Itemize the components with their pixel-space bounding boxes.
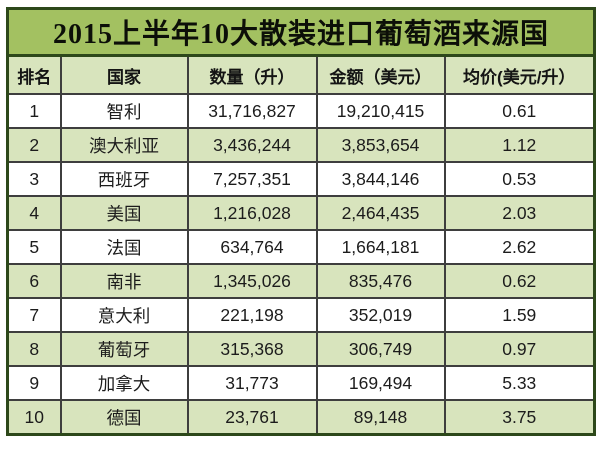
rank-cell: 7 bbox=[6, 297, 62, 333]
table-row: 2 澳大利亚 3,436,244 3,853,654 1.12 bbox=[6, 127, 596, 163]
col-header-rank: 排名 bbox=[6, 54, 62, 95]
amount-cell: 2,464,435 bbox=[315, 195, 446, 231]
country-cell: 法国 bbox=[59, 229, 189, 265]
title-row: 2015上半年10大散装进口葡萄酒来源国 bbox=[6, 7, 596, 57]
country-cell: 意大利 bbox=[59, 297, 189, 333]
table-row: 6 南非 1,345,026 835,476 0.62 bbox=[6, 263, 596, 299]
amount-cell: 169,494 bbox=[315, 365, 446, 401]
table-row: 5 法国 634,764 1,664,181 2.62 bbox=[6, 229, 596, 265]
wine-import-table: 2015上半年10大散装进口葡萄酒来源国 排名 国家 数量（升） 金额（美元） … bbox=[6, 7, 596, 436]
country-cell: 美国 bbox=[59, 195, 189, 231]
quantity-cell: 7,257,351 bbox=[186, 161, 318, 197]
amount-cell: 352,019 bbox=[315, 297, 446, 333]
quantity-cell: 1,345,026 bbox=[186, 263, 318, 299]
quantity-cell: 23,761 bbox=[186, 399, 318, 436]
country-cell: 南非 bbox=[59, 263, 189, 299]
table-row: 3 西班牙 7,257,351 3,844,146 0.53 bbox=[6, 161, 596, 197]
amount-cell: 19,210,415 bbox=[315, 93, 446, 129]
quantity-cell: 1,216,028 bbox=[186, 195, 318, 231]
col-header-country: 国家 bbox=[59, 54, 189, 95]
table-row: 7 意大利 221,198 352,019 1.59 bbox=[6, 297, 596, 333]
price-cell: 1.12 bbox=[443, 127, 596, 163]
price-cell: 2.62 bbox=[443, 229, 596, 265]
table-title: 2015上半年10大散装进口葡萄酒来源国 bbox=[6, 7, 596, 57]
rank-cell: 10 bbox=[6, 399, 62, 436]
amount-cell: 835,476 bbox=[315, 263, 446, 299]
amount-cell: 89,148 bbox=[315, 399, 446, 436]
price-cell: 3.75 bbox=[443, 399, 596, 436]
table-row: 10 德国 23,761 89,148 3.75 bbox=[6, 399, 596, 436]
rank-cell: 9 bbox=[6, 365, 62, 401]
amount-cell: 1,664,181 bbox=[315, 229, 446, 265]
price-cell: 2.03 bbox=[443, 195, 596, 231]
wine-import-figure: 2015上半年10大散装进口葡萄酒来源国 排名 国家 数量（升） 金额（美元） … bbox=[6, 7, 596, 436]
col-header-price: 均价(美元/升） bbox=[443, 54, 596, 95]
rank-cell: 6 bbox=[6, 263, 62, 299]
col-header-quantity: 数量（升） bbox=[186, 54, 318, 95]
price-cell: 1.59 bbox=[443, 297, 596, 333]
rank-cell: 3 bbox=[6, 161, 62, 197]
quantity-cell: 31,716,827 bbox=[186, 93, 318, 129]
country-cell: 西班牙 bbox=[59, 161, 189, 197]
rank-cell: 4 bbox=[6, 195, 62, 231]
amount-cell: 306,749 bbox=[315, 331, 446, 367]
header-row: 排名 国家 数量（升） 金额（美元） 均价(美元/升） bbox=[6, 54, 596, 95]
table-row: 8 葡萄牙 315,368 306,749 0.97 bbox=[6, 331, 596, 367]
rank-cell: 1 bbox=[6, 93, 62, 129]
country-cell: 澳大利亚 bbox=[59, 127, 189, 163]
quantity-cell: 634,764 bbox=[186, 229, 318, 265]
quantity-cell: 31,773 bbox=[186, 365, 318, 401]
quantity-cell: 315,368 bbox=[186, 331, 318, 367]
price-cell: 5.33 bbox=[443, 365, 596, 401]
price-cell: 0.97 bbox=[443, 331, 596, 367]
rank-cell: 2 bbox=[6, 127, 62, 163]
price-cell: 0.53 bbox=[443, 161, 596, 197]
price-cell: 0.61 bbox=[443, 93, 596, 129]
country-cell: 德国 bbox=[59, 399, 189, 436]
quantity-cell: 221,198 bbox=[186, 297, 318, 333]
country-cell: 加拿大 bbox=[59, 365, 189, 401]
col-header-amount: 金额（美元） bbox=[315, 54, 446, 95]
table-row: 1 智利 31,716,827 19,210,415 0.61 bbox=[6, 93, 596, 129]
quantity-cell: 3,436,244 bbox=[186, 127, 318, 163]
table-row: 4 美国 1,216,028 2,464,435 2.03 bbox=[6, 195, 596, 231]
price-cell: 0.62 bbox=[443, 263, 596, 299]
amount-cell: 3,853,654 bbox=[315, 127, 446, 163]
rank-cell: 5 bbox=[6, 229, 62, 265]
rank-cell: 8 bbox=[6, 331, 62, 367]
amount-cell: 3,844,146 bbox=[315, 161, 446, 197]
country-cell: 葡萄牙 bbox=[59, 331, 189, 367]
table-row: 9 加拿大 31,773 169,494 5.33 bbox=[6, 365, 596, 401]
country-cell: 智利 bbox=[59, 93, 189, 129]
